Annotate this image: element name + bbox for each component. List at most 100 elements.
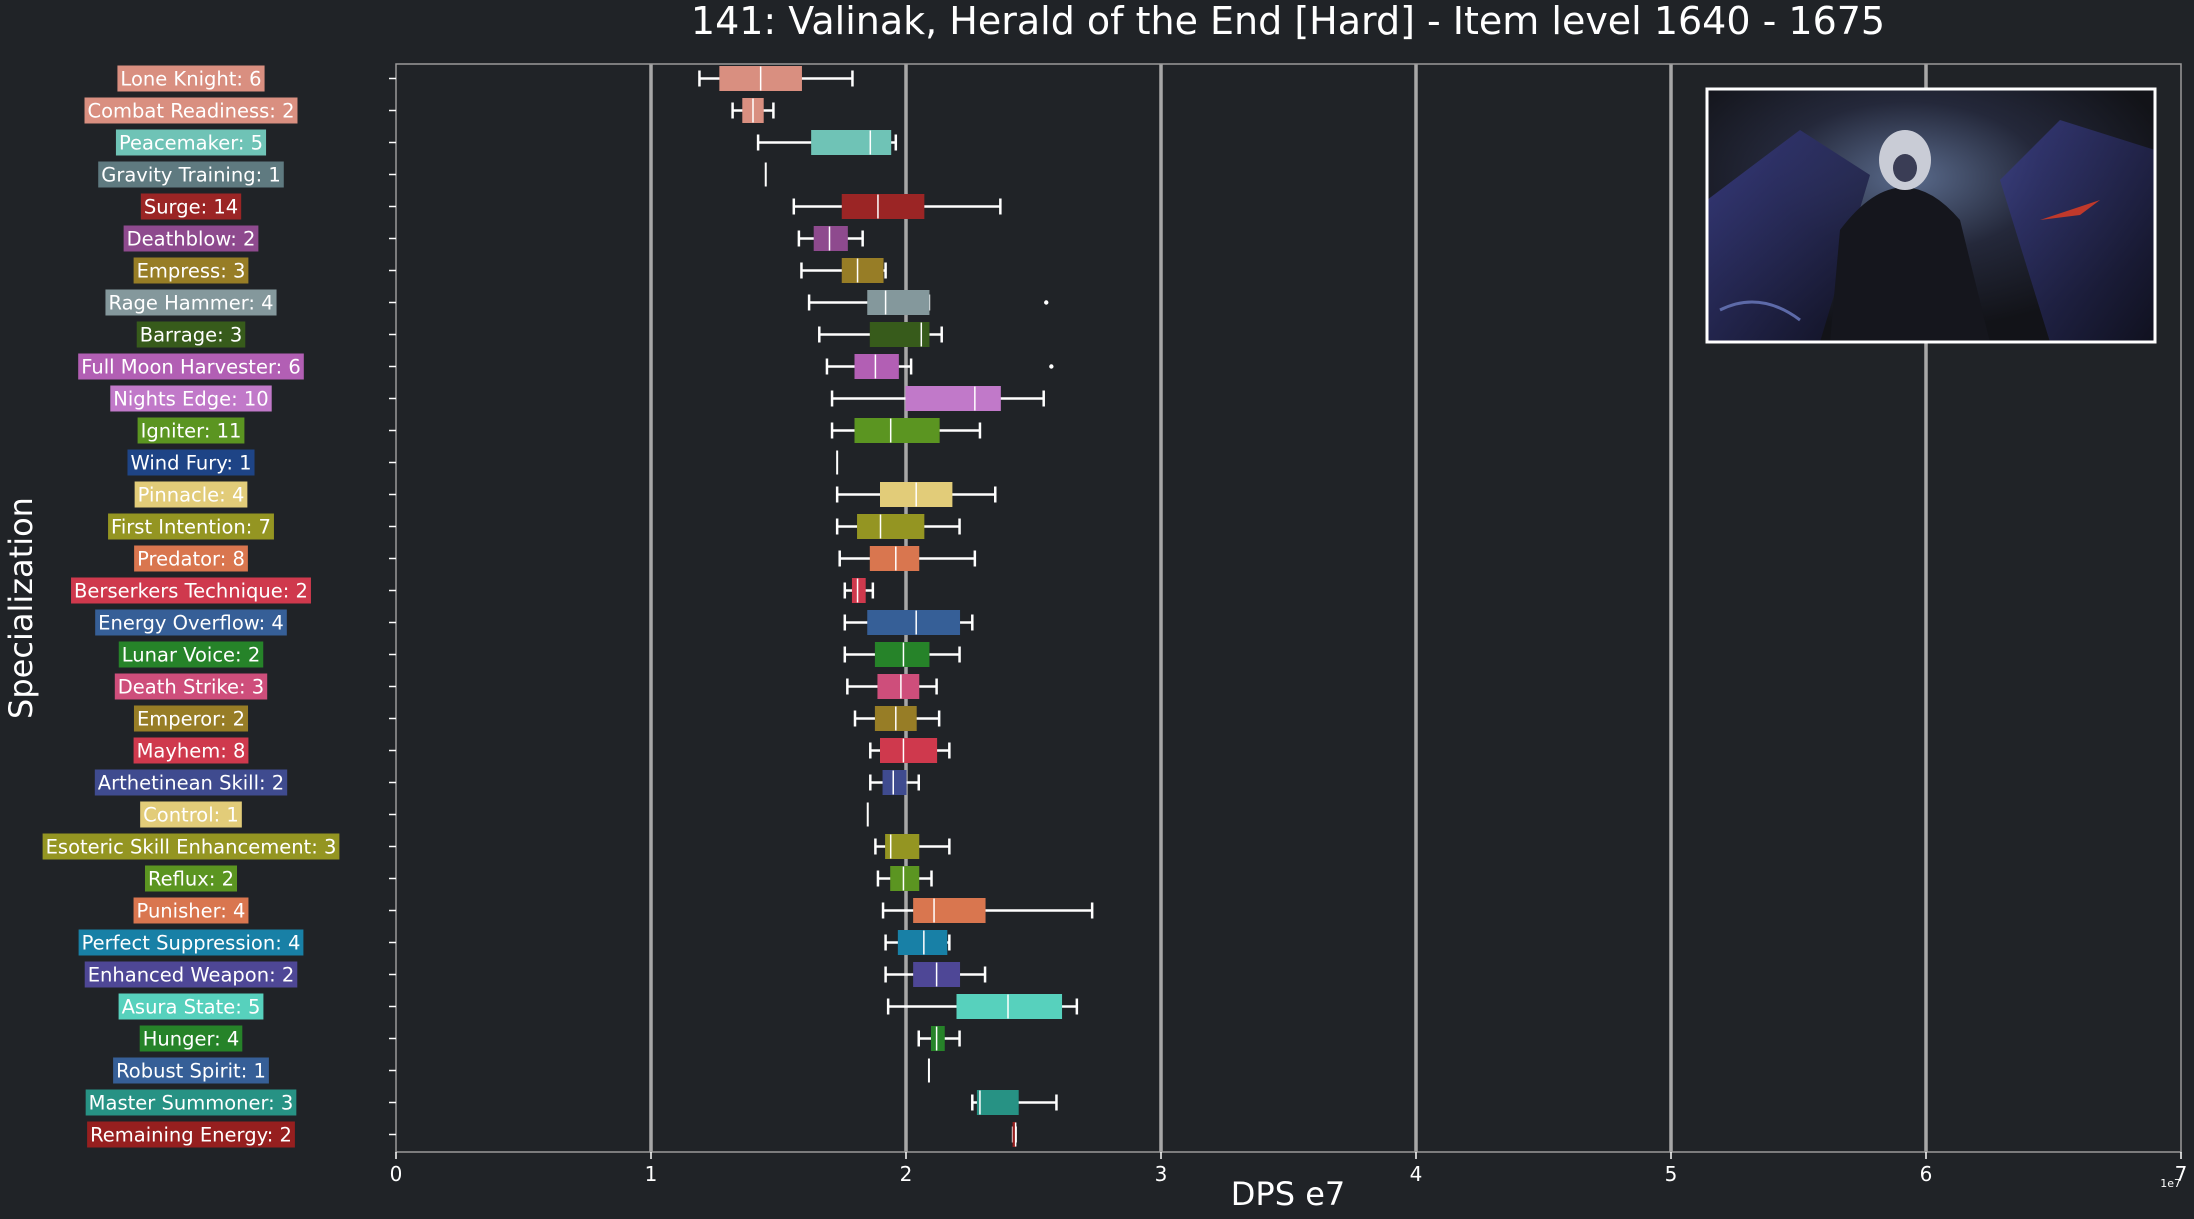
x-tick-label: 1 — [645, 1162, 658, 1186]
label-background — [134, 545, 248, 572]
label-text: Pinnacle: 4 — [138, 484, 245, 507]
label-text: Empress: 3 — [137, 260, 246, 283]
label-text: Emperor: 2 — [137, 708, 245, 731]
y-tick-label: Death Strike: 3 — [114, 673, 268, 700]
label-background — [134, 481, 248, 508]
label-background — [87, 1121, 295, 1148]
label-background — [133, 897, 249, 924]
box-group — [884, 962, 987, 987]
y-tick-label: Hunger: 4 — [139, 1025, 243, 1052]
y-tick-label: Arthetinean Skill: 2 — [94, 769, 288, 796]
y-tick-label: Pinnacle: 4 — [134, 481, 248, 508]
label-background — [108, 513, 274, 540]
label-background — [133, 705, 249, 732]
label-background — [84, 97, 298, 124]
y-tick-label: Predator: 8 — [134, 545, 248, 572]
x-tick-label: 6 — [1920, 1162, 1933, 1186]
boss-portrait-image — [1705, 87, 2157, 344]
y-tick-label: Mayhem: 8 — [133, 737, 249, 764]
y-tick-label: Master Summoner: 3 — [85, 1089, 297, 1116]
box-outlier — [1044, 300, 1049, 305]
y-tick-label: Empress: 3 — [133, 257, 249, 284]
y-tick-label: Perfect Suppression: 4 — [78, 929, 304, 956]
label-text: Mayhem: 8 — [137, 740, 246, 763]
x-tick-label: 7 — [2175, 1162, 2188, 1186]
box-iqr — [841, 194, 925, 219]
y-tick-label: Barrage: 3 — [136, 321, 246, 348]
y-tick-label: Esoteric Skill Enhancement: 3 — [42, 833, 340, 860]
label-text: Barrage: 3 — [140, 324, 243, 347]
label-text: Perfect Suppression: 4 — [82, 932, 301, 955]
label-text: Nights Edge: 10 — [113, 388, 268, 411]
x-tick-labels: 0 1 2 3 4 5 6 7 — [390, 1152, 2188, 1186]
label-background — [127, 449, 255, 476]
box-series — [698, 66, 1094, 1147]
box-iqr — [813, 226, 848, 251]
y-tick-label: Igniter: 11 — [137, 417, 245, 444]
label-text: Gravity Training: 1 — [101, 164, 281, 187]
x-axis-offset-label: 1e7 — [2160, 1177, 2181, 1190]
label-text: Wind Fury: 1 — [130, 452, 251, 475]
label-text: Surge: 14 — [144, 196, 238, 219]
label-text: Combat Readiness: 2 — [88, 100, 295, 123]
label-text: Berserkers Technique: 2 — [74, 580, 308, 603]
y-tick-label: Lunar Voice: 2 — [118, 641, 264, 668]
box-iqr — [897, 930, 948, 955]
y-tick-label: Nights Edge: 10 — [110, 385, 272, 412]
box-iqr — [857, 514, 925, 539]
box-group — [807, 290, 1049, 315]
box-group — [797, 226, 864, 251]
box-group — [869, 738, 951, 763]
box-group — [830, 418, 982, 443]
y-tick-label: Reflux: 2 — [144, 865, 238, 892]
label-background — [139, 1025, 243, 1052]
box-iqr — [841, 258, 884, 283]
box-group — [800, 258, 887, 283]
label-text: Master Summoner: 3 — [89, 1092, 294, 1115]
y-tick-label: Emperor: 2 — [133, 705, 249, 732]
y-tick-label: Control: 1 — [140, 801, 242, 828]
box-iqr — [905, 386, 1001, 411]
box-iqr — [931, 1026, 945, 1051]
label-background — [110, 385, 272, 412]
label-text: Igniter: 11 — [141, 420, 242, 443]
box-iqr — [880, 738, 938, 763]
label-background — [137, 417, 245, 444]
plot-area-frame — [395, 63, 2182, 1153]
x-tick-label: 3 — [1155, 1162, 1168, 1186]
label-text: Rage Hammer: 4 — [108, 292, 273, 315]
box-group — [835, 514, 961, 539]
label-text: Predator: 8 — [137, 548, 245, 571]
label-text: Punisher: 4 — [137, 900, 246, 923]
box-iqr — [976, 1090, 1019, 1115]
label-background — [136, 321, 246, 348]
box-iqr — [956, 994, 1063, 1019]
label-background — [133, 737, 249, 764]
label-background — [140, 193, 242, 220]
box-outlier — [1049, 364, 1054, 369]
box-iqr — [869, 546, 920, 571]
box-group — [1011, 1122, 1017, 1147]
label-text: Energy Overflow: 4 — [98, 612, 284, 635]
box-group — [818, 322, 943, 347]
x-tick-label: 5 — [1665, 1162, 1678, 1186]
y-tick-labels: Lone Knight: 6 Combat Readiness: 2 Peacema… — [42, 65, 396, 1148]
label-text: Asura State: 5 — [122, 996, 261, 1019]
label-background — [123, 225, 259, 252]
box-group — [971, 1090, 1058, 1115]
label-background — [133, 257, 249, 284]
label-text: Robust Spirit: 1 — [116, 1060, 266, 1083]
box-group — [846, 674, 938, 699]
box-group — [698, 66, 854, 91]
box-group — [876, 866, 933, 891]
y-axis-label: Specialization — [2, 497, 40, 719]
label-background — [42, 833, 340, 860]
y-tick-label: Peacemaker: 5 — [115, 129, 267, 156]
label-background — [71, 577, 311, 604]
label-text: Lunar Voice: 2 — [122, 644, 260, 667]
label-text: Remaining Energy: 2 — [90, 1124, 292, 1147]
label-text: Arthetinean Skill: 2 — [98, 772, 284, 795]
box-iqr — [913, 898, 986, 923]
box-group — [825, 354, 1054, 379]
